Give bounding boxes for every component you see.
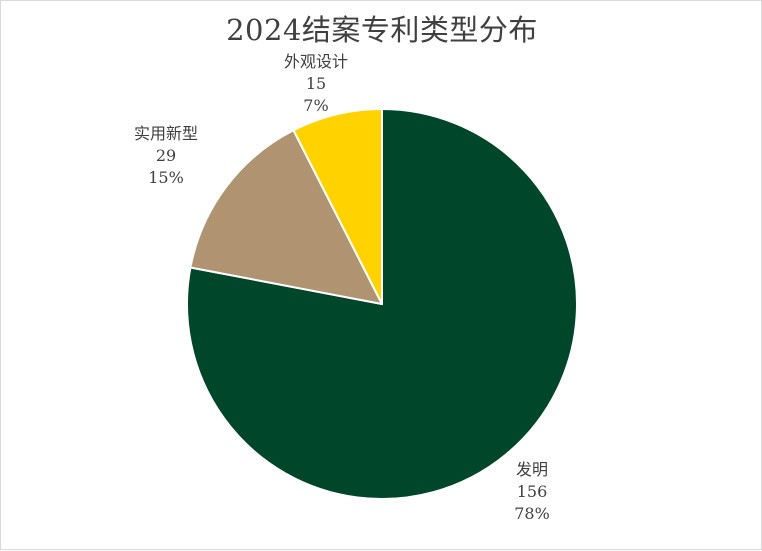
slice-label-percent: 78% xyxy=(514,504,550,523)
slice-label-name: 发明 xyxy=(515,460,548,479)
slice-label-name: 实用新型 xyxy=(133,124,198,143)
slice-label-percent: 7% xyxy=(303,96,329,115)
pie-slice-0 xyxy=(186,108,578,500)
slice-label-value: 156 xyxy=(516,482,548,501)
pie-slice-1 xyxy=(189,129,383,305)
slice-label-value: 15 xyxy=(305,74,327,93)
slice-label-percent: 15% xyxy=(148,168,184,187)
pie-slice-2 xyxy=(292,108,383,305)
slice-label-invention: 发明 156 78% xyxy=(492,459,572,525)
slice-label-name: 外观设计 xyxy=(283,52,348,71)
slice-label-value: 29 xyxy=(155,146,177,165)
slice-label-utility-model: 实用新型 29 15% xyxy=(121,123,211,189)
slice-label-design: 外观设计 15 7% xyxy=(271,51,361,117)
chart-title: 2024结案专利类型分布 xyxy=(226,13,538,47)
